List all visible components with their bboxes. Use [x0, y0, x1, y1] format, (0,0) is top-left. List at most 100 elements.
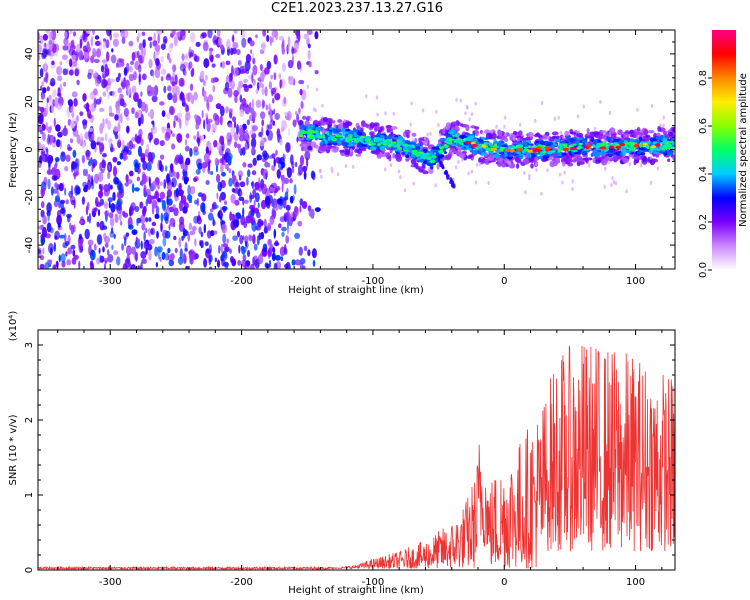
spectrogram-cell: [157, 33, 160, 44]
spectrogram-cell: [301, 201, 308, 209]
spectrogram-cell: [141, 223, 146, 231]
spectrogram-cell: [288, 127, 291, 136]
spectrogram-cell: [593, 139, 599, 145]
spectrogram-cell: [129, 65, 133, 73]
spectrogram-cell: [81, 154, 85, 164]
spectrogram-cell: [207, 144, 213, 151]
spectrogram-cell: [337, 119, 343, 123]
spectrogram-cell: [126, 85, 132, 96]
spectrogram-cell: [57, 75, 63, 82]
spectrogram-cell: [206, 120, 211, 132]
spectrogram-cell: [154, 190, 160, 200]
spectrogram-cell: [285, 142, 291, 153]
spectrogram-cell: [151, 95, 158, 103]
spectrogram-cell: [385, 152, 391, 158]
spectrogram-cell: [544, 146, 552, 150]
spectrogram-cell: [554, 155, 558, 158]
spectrogram-cell: [361, 140, 364, 144]
spectrogram-cell: [93, 58, 100, 64]
spectrogram-cell: [418, 137, 423, 143]
spectrogram-cell: [506, 152, 510, 155]
spectrogram-cell: [397, 146, 402, 151]
spectrogram-cell: [540, 101, 544, 105]
spectrogram-cell: [518, 130, 523, 136]
spectrogram-cell: [57, 92, 62, 98]
spectrogram-cell: [65, 199, 69, 205]
spectrogram-cell: [175, 187, 179, 198]
spectrogram-cell: [140, 91, 143, 97]
spectrogram-cell: [160, 68, 167, 75]
spectrogram-cell: [504, 153, 508, 157]
spectrogram-cell: [592, 152, 597, 157]
spectrogram-cell: [321, 134, 325, 138]
spectrogram-cell: [233, 120, 237, 129]
spectrogram-cell: [497, 129, 501, 136]
spectrogram-cell: [147, 135, 150, 140]
spectrogram-cell: [130, 60, 135, 66]
spectrogram-cell: [527, 149, 533, 153]
spectrogram-cell: [270, 74, 274, 80]
spectrogram-cell: [134, 111, 139, 119]
spectrogram-cell: [312, 107, 316, 112]
spectrogram-cell: [96, 201, 102, 208]
spectrogram-cell: [379, 141, 385, 145]
spectrogram-cell: [242, 65, 245, 70]
spectrogram-cell: [172, 133, 175, 138]
spectrogram-cell: [42, 247, 45, 255]
spectrogram-cell: [292, 194, 295, 201]
spectrogram-cell: [404, 129, 411, 135]
spectrogram-cell: [411, 132, 417, 137]
spectrogram-cell: [516, 152, 522, 154]
spectrogram-cell: [96, 257, 100, 265]
spectrogram-cell: [274, 254, 281, 261]
spectrogram-cell: [327, 136, 331, 141]
spectrogram-cell: [108, 164, 111, 170]
spectrogram-cell: [418, 151, 425, 154]
spectrogram-cell: [114, 114, 119, 121]
spectrogram-cell: [124, 155, 128, 160]
spectrogram-cell: [300, 258, 306, 265]
spectrogram-cell: [200, 202, 206, 213]
spectrogram-x-tick-label: -100: [362, 276, 385, 287]
spectrogram-cell: [242, 207, 245, 217]
spectrogram-cell: [522, 150, 526, 154]
spectrogram-cell: [298, 134, 304, 138]
spectrogram-cell: [238, 244, 241, 254]
spectrogram-cell: [211, 123, 214, 135]
spectrogram-cell: [273, 54, 278, 65]
spectrogram-cell: [105, 39, 110, 49]
spectrogram-cell: [497, 162, 502, 167]
spectrogram-cell: [376, 112, 379, 117]
spectrogram-cell: [599, 99, 602, 104]
spectrogram-cell: [145, 217, 149, 223]
spectrogram-cell: [150, 157, 154, 165]
spectrogram-cell: [190, 32, 196, 43]
spectrogram-cell: [228, 108, 234, 113]
spectrogram-cell: [107, 197, 114, 203]
spectrogram-cell: [68, 69, 74, 76]
spectrogram-cell: [151, 180, 157, 190]
spectrogram-cell: [254, 192, 260, 203]
spectrogram-cell: [133, 92, 139, 102]
spectrogram-cell: [128, 224, 134, 230]
spectrogram-cell: [347, 138, 352, 141]
spectrogram-cell: [436, 163, 440, 170]
spectrogram-cell: [143, 241, 148, 249]
spectrogram-cell: [52, 89, 57, 98]
spectrogram-cell: [623, 133, 630, 138]
spectrogram-cell: [57, 223, 61, 228]
spectrogram-cell: [569, 129, 574, 134]
spectrogram-cell: [56, 209, 62, 219]
spectrogram-cell: [205, 180, 210, 185]
spectrogram-cell: [219, 115, 223, 126]
spectrogram-cell: [193, 53, 198, 62]
spectrogram-cell: [199, 240, 202, 246]
spectrogram-x-tick-label: -200: [230, 276, 253, 287]
spectrogram-cell: [626, 137, 631, 142]
spectrogram-cell: [45, 30, 50, 34]
spectrogram-cell: [540, 191, 543, 196]
spectrogram-cell: [456, 144, 462, 147]
spectrogram-cell: [197, 158, 202, 164]
spectrogram-cell: [633, 143, 640, 148]
spectrogram-cell: [241, 37, 247, 48]
